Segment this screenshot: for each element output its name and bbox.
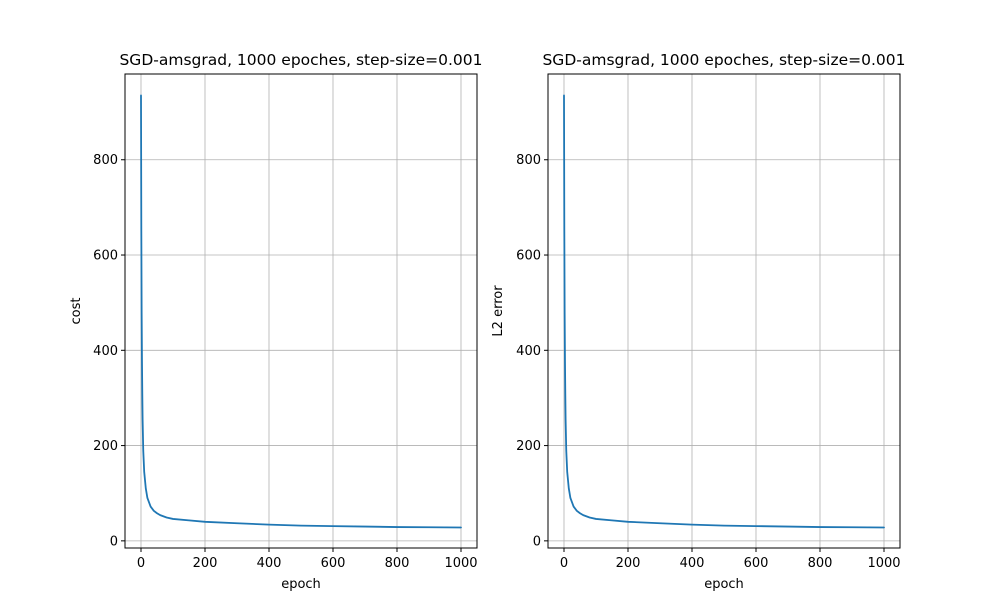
x-tick-label: 200	[616, 556, 641, 571]
y-tick-label: 800	[516, 153, 541, 168]
x-tick-label: 200	[193, 556, 218, 571]
y-tick-label: 0	[533, 534, 541, 549]
ticks: 0 200 400 600 800 1000 0 200 400 600 800	[93, 153, 477, 571]
cost-series-line	[140, 94, 462, 529]
axes-frame	[124, 73, 478, 549]
y-tick-label: 0	[110, 534, 118, 549]
y-tick-label: 400	[93, 344, 118, 359]
chart-title: SGD-amsgrad, 1000 epoches, step-size=0.0…	[542, 51, 905, 69]
x-tick-label: 0	[560, 556, 568, 571]
y-tick-label: 600	[516, 249, 541, 264]
x-axis-label: epoch	[704, 577, 744, 592]
cost-chart: 0 200 400 600 800 1000 0 200 400 600 800 SGD-amsgr…	[69, 51, 483, 592]
y-tick-label: 400	[516, 344, 541, 359]
l2-error-series-line	[563, 94, 885, 529]
x-tick-label: 1000	[867, 556, 900, 571]
y-axis-label: cost	[69, 298, 84, 325]
grid	[548, 74, 900, 548]
x-tick-label: 600	[321, 556, 346, 571]
x-tick-label: 1000	[444, 556, 477, 571]
chart-title: SGD-amsgrad, 1000 epoches, step-size=0.0…	[119, 51, 482, 69]
x-tick-label: 600	[744, 556, 769, 571]
grid	[125, 74, 477, 548]
y-tick-label: 200	[93, 439, 118, 454]
y-tick-label: 600	[93, 249, 118, 264]
x-tick-label: 0	[137, 556, 145, 571]
x-axis-label: epoch	[281, 577, 321, 592]
ticks: 0 200 400 600 800 1000 0 200 400 600 800	[516, 153, 900, 571]
l2-error-chart: 0 200 400 600 800 1000 0 200 400 600 800 SGD-amsgr…	[491, 51, 906, 592]
axes-frame	[547, 73, 901, 549]
y-tick-label: 200	[516, 439, 541, 454]
x-tick-label: 800	[808, 556, 833, 571]
y-axis-label: L2 error	[491, 285, 506, 337]
x-tick-label: 400	[257, 556, 282, 571]
x-tick-label: 400	[680, 556, 705, 571]
x-tick-label: 800	[385, 556, 410, 571]
y-tick-label: 800	[93, 153, 118, 168]
